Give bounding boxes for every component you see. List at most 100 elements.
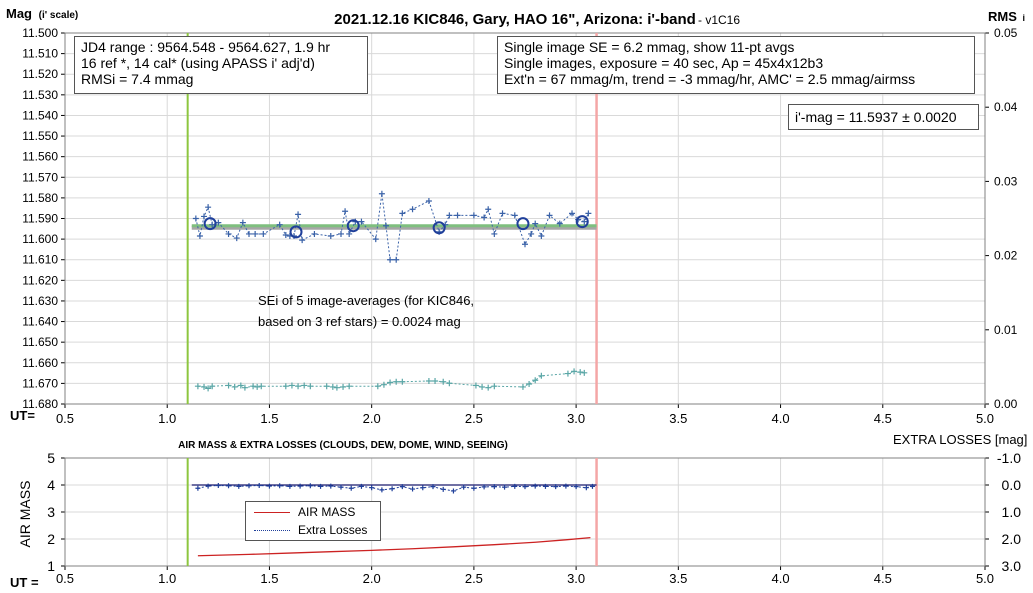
bottom-ytick-right-label: 0.0 xyxy=(1002,477,1022,493)
rms-point-series-point xyxy=(393,378,400,385)
bottom-xtick-label: 5.0 xyxy=(976,571,994,586)
extra-losses-point xyxy=(195,485,201,491)
single-mag-point xyxy=(372,236,379,243)
single-mag-point xyxy=(399,210,406,217)
sei-line-1: SEi of 5 image-averages (for KIC846, xyxy=(258,293,475,308)
top-ytick-left-label: 11.560 xyxy=(22,150,58,164)
info-line-3: RMSi = 7.4 mmag xyxy=(81,71,194,87)
single-mag-point xyxy=(470,212,477,219)
single-mag-point xyxy=(311,230,318,237)
top-xtick-label: 3.5 xyxy=(669,411,687,426)
rms-point-series-point xyxy=(340,383,347,390)
top-xtick-label: 1.0 xyxy=(158,411,176,426)
rms-point-series-point xyxy=(282,383,289,390)
extra-losses-point xyxy=(532,483,538,489)
single-mag-point xyxy=(338,230,344,237)
top-xtick-label: 2.5 xyxy=(465,411,483,426)
single-mag-point xyxy=(358,218,365,225)
extra-losses-point xyxy=(348,485,354,491)
bottom-xtick-label: 4.0 xyxy=(772,571,790,586)
rms-point-series-point xyxy=(201,383,208,390)
rms-point-series-point xyxy=(399,378,406,385)
bottom-plot-frame xyxy=(64,457,986,567)
bottom-title: AIR MASS & EXTRA LOSSES (CLOUDS, DEW, DO… xyxy=(178,440,508,451)
top-ytick-left-label: 11.550 xyxy=(22,129,58,143)
extra-losses-point xyxy=(471,485,477,491)
bottom-ytick-left-label: 2 xyxy=(47,531,55,547)
extra-losses-point xyxy=(430,484,436,490)
extra-losses-point xyxy=(542,483,548,489)
single-mag-point xyxy=(225,230,232,237)
top-ytick-left-label: 11.600 xyxy=(22,232,58,246)
rms-point-series-point xyxy=(538,372,545,379)
average-point xyxy=(516,217,530,231)
top-xtick-label: 4.0 xyxy=(772,411,790,426)
sei-line-2: based on 3 ref stars) = 0.0024 mag xyxy=(258,314,461,329)
top-xtick-label: 0.5 xyxy=(56,411,74,426)
stats-line-1: Single image SE = 6.2 mmag, show 11-pt a… xyxy=(504,39,795,55)
extra-losses-point xyxy=(318,483,324,489)
bottom-xtick-label: 4.5 xyxy=(874,571,892,586)
top-ytick-left-label: 11.620 xyxy=(22,273,58,287)
rms-point-series-point xyxy=(374,383,381,390)
extra-losses-point xyxy=(328,483,334,489)
rms-point-series-point xyxy=(581,369,588,376)
chart-version: - v1C16 xyxy=(698,13,740,27)
single-mag-point xyxy=(556,220,563,227)
top-xtick-label: 2.0 xyxy=(363,411,381,426)
chart-title: 2021.12.16 KIC846, Gary, HAO 16", Arizon… xyxy=(334,11,696,28)
legend-item-extra-losses: Extra Losses xyxy=(246,523,380,539)
extra-losses-point xyxy=(215,483,221,489)
top-xtick-label: 1.5 xyxy=(260,411,278,426)
single-mag-point xyxy=(491,230,498,237)
extra-losses-point xyxy=(205,483,211,489)
top-ytick-left-label: 11.640 xyxy=(22,315,58,329)
extra-losses-point xyxy=(481,484,487,490)
bottom-ytick-left-label: 1 xyxy=(47,558,55,574)
top-ytick-left-label: 11.570 xyxy=(22,170,58,184)
bottom-ytick-left-label: 3 xyxy=(47,504,55,520)
stats-line-2: Single images, exposure = 40 sec, Ap = 4… xyxy=(504,55,824,71)
extra-losses-point xyxy=(389,486,395,492)
single-mag-point xyxy=(409,206,416,213)
bottom-ytick-left-label: 4 xyxy=(47,477,55,493)
single-mag-point xyxy=(393,256,400,263)
top-ytick-left-label: 11.530 xyxy=(22,88,58,102)
single-mag-point xyxy=(282,231,289,238)
top-ytick-right-label: 0.00 xyxy=(994,397,1018,411)
legend-label-extra-losses: Extra Losses xyxy=(298,523,368,537)
single-mag-point xyxy=(485,206,492,213)
single-mag-point xyxy=(532,220,539,227)
average-point xyxy=(346,219,360,233)
single-mag-point xyxy=(378,190,385,197)
rms-point-series-point xyxy=(231,383,238,390)
extra-losses-point xyxy=(226,483,232,489)
top-ytick-left-label: 11.540 xyxy=(22,108,58,122)
info-box: JD4 range : 9564.548 - 9564.627, 1.9 hr … xyxy=(74,36,368,94)
rms-point-series-point xyxy=(307,383,314,390)
average-point xyxy=(432,221,446,235)
single-mag-point xyxy=(295,211,302,218)
single-mag-point xyxy=(454,212,461,219)
average-point xyxy=(575,215,589,229)
top-ytick-left-label: 11.660 xyxy=(22,356,58,370)
bottom-legend: AIR MASS Extra Losses xyxy=(245,501,381,541)
single-mag-point xyxy=(522,241,528,248)
bottom-xtick-label: 1.0 xyxy=(158,571,176,586)
top-plot-frame xyxy=(64,32,986,405)
rms-point-series-point xyxy=(288,382,295,389)
rms-point-series-point xyxy=(250,383,257,390)
bottom-xtick-label: 3.5 xyxy=(669,571,687,586)
single-mag-point xyxy=(538,233,545,240)
bottom-ytick-left-label: 5 xyxy=(47,450,55,466)
extra-losses-point xyxy=(369,485,375,491)
stats-box: Single image SE = 6.2 mmag, show 11-pt a… xyxy=(497,36,975,94)
bottom-xtick-label: 0.5 xyxy=(56,571,74,586)
extra-losses-point xyxy=(563,483,569,489)
single-mag-point xyxy=(192,215,199,222)
extra-losses-point xyxy=(502,484,508,490)
single-mag-point xyxy=(425,197,432,204)
single-mag-point xyxy=(546,212,553,219)
top-marks xyxy=(186,33,598,404)
rms-point-series-point xyxy=(346,383,353,390)
